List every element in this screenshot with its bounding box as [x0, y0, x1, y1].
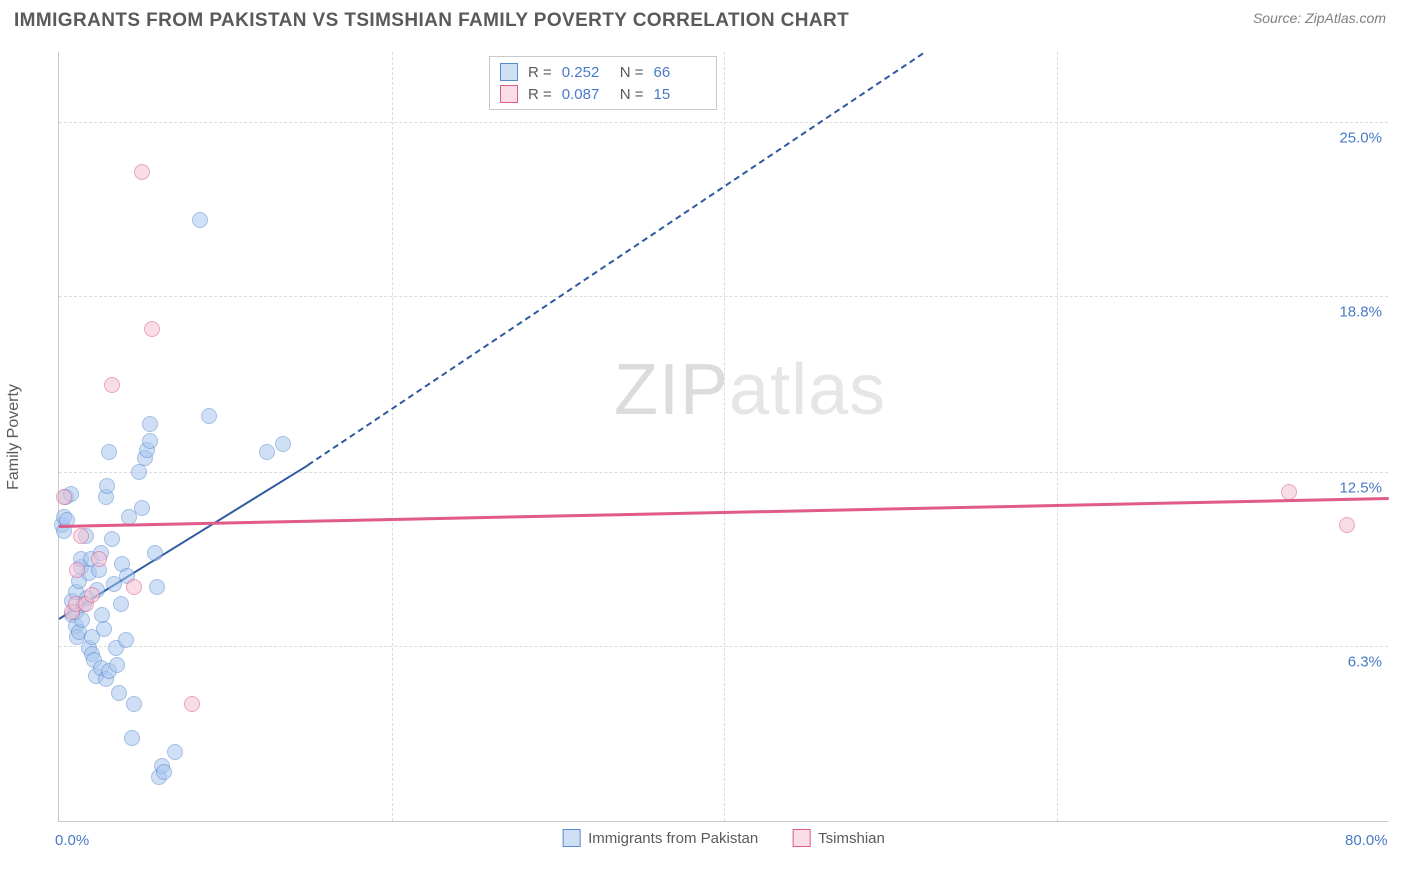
gridline-vertical — [392, 52, 393, 821]
legend-label: Immigrants from Pakistan — [588, 830, 758, 847]
r-value: 0.087 — [562, 86, 610, 103]
r-label: R = — [528, 64, 552, 81]
scatter-marker — [99, 478, 115, 494]
scatter-marker — [167, 744, 183, 760]
n-label: N = — [620, 64, 644, 81]
legend-swatch — [500, 85, 518, 103]
scatter-marker — [134, 164, 150, 180]
x-tick-label: 0.0% — [55, 832, 89, 849]
scatter-marker — [142, 433, 158, 449]
scatter-marker — [124, 730, 140, 746]
legend-swatch — [500, 63, 518, 81]
scatter-marker — [131, 464, 147, 480]
scatter-marker — [104, 531, 120, 547]
scatter-marker — [149, 579, 165, 595]
stats-row: R = 0.087 N = 15 — [500, 83, 702, 105]
scatter-marker — [73, 528, 89, 544]
scatter-marker — [126, 696, 142, 712]
correlation-chart: Family Poverty ZIPatlas R =0.252N =66R =… — [46, 52, 1388, 822]
scatter-marker — [109, 657, 125, 673]
scatter-marker — [144, 321, 160, 337]
source-credit: Source: ZipAtlas.com — [1253, 10, 1386, 26]
legend-swatch — [562, 829, 580, 847]
scatter-marker — [69, 562, 85, 578]
scatter-marker — [275, 436, 291, 452]
gridline-vertical — [1057, 52, 1058, 821]
scatter-marker — [1339, 517, 1355, 533]
y-tick-label: 18.8% — [1339, 303, 1382, 320]
scatter-marker — [111, 685, 127, 701]
n-value: 15 — [654, 86, 702, 103]
legend-swatch — [792, 829, 810, 847]
scatter-marker — [91, 551, 107, 567]
y-tick-label: 6.3% — [1348, 653, 1382, 670]
watermark: ZIPatlas — [614, 349, 886, 431]
scatter-marker — [96, 621, 112, 637]
stats-box: R = 0.252 N = 66 R = 0.087 N = 15 — [489, 56, 717, 110]
scatter-marker — [104, 377, 120, 393]
scatter-marker — [56, 489, 72, 505]
scatter-marker — [84, 587, 100, 603]
n-label: N = — [620, 86, 644, 103]
scatter-marker — [101, 444, 117, 460]
legend-item: Immigrants from Pakistan — [562, 829, 758, 847]
scatter-marker — [118, 632, 134, 648]
y-axis-label: Family Poverty — [5, 384, 23, 490]
scatter-marker — [201, 408, 217, 424]
scatter-marker — [1281, 484, 1297, 500]
gridline-vertical — [724, 52, 725, 821]
r-value: 0.252 — [562, 64, 610, 81]
scatter-marker — [192, 212, 208, 228]
x-tick-label: 80.0% — [1345, 832, 1388, 849]
scatter-marker — [184, 696, 200, 712]
page-title: IMMIGRANTS FROM PAKISTAN VS TSIMSHIAN FA… — [14, 10, 849, 32]
trend-line-dashed — [308, 52, 924, 465]
y-tick-label: 12.5% — [1339, 480, 1382, 497]
scatter-marker — [113, 596, 129, 612]
scatter-marker — [147, 545, 163, 561]
scatter-marker — [126, 579, 142, 595]
r-label: R = — [528, 86, 552, 103]
stats-row: R = 0.252 N = 66 — [500, 61, 702, 83]
n-value: 66 — [654, 64, 702, 81]
plot-area: ZIPatlas R =0.252N =66R =0.087N =15 Immi… — [58, 52, 1388, 822]
series-legend: Immigrants from Pakistan Tsimshian — [562, 829, 885, 847]
scatter-marker — [156, 764, 172, 780]
scatter-marker — [142, 416, 158, 432]
legend-item: Tsimshian — [792, 829, 885, 847]
legend-label: Tsimshian — [818, 830, 885, 847]
scatter-marker — [259, 444, 275, 460]
y-tick-label: 25.0% — [1339, 130, 1382, 147]
scatter-marker — [134, 500, 150, 516]
